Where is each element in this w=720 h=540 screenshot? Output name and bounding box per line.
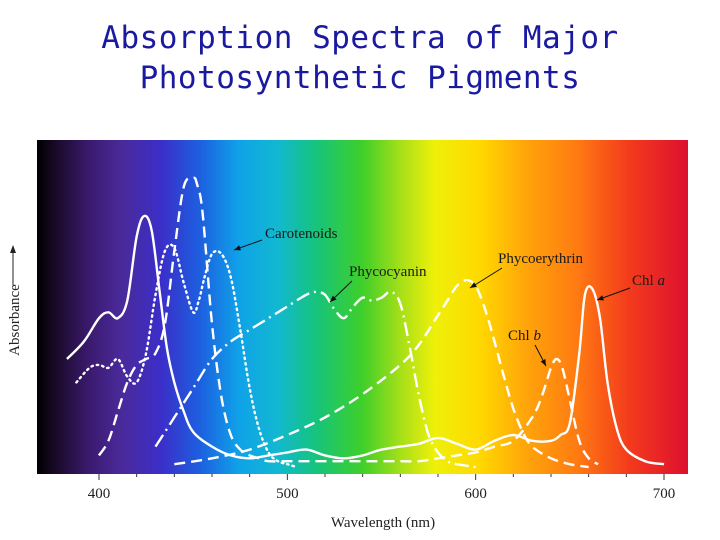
annotation-arrowhead: [470, 282, 477, 288]
annotation-arrowhead: [597, 295, 604, 301]
annotation-chl-b: Chl b: [508, 328, 547, 367]
annotation-phycocyanin: Phycocyanin: [329, 264, 427, 303]
title-line-1: Absorption Spectra of Major: [101, 20, 619, 56]
title-line-2: Photosynthetic Pigments: [139, 60, 581, 96]
annotation-label: Carotenoids: [265, 226, 338, 242]
chart-title: Absorption Spectra of Major Photosynthet…: [0, 18, 720, 98]
x-tick-label: 400: [88, 486, 111, 502]
series-line-chl-b: [98, 176, 599, 466]
annotation-carotenoids: Carotenoids: [233, 226, 338, 251]
annotation-arrowhead: [540, 359, 546, 366]
series-line-chl-a: [66, 214, 665, 466]
annotation-label: Chl a: [632, 273, 665, 289]
x-tick-label: 700: [653, 486, 676, 502]
x-tick-label: 500: [276, 486, 299, 502]
annotation-label: Phycoerythrin: [498, 251, 583, 267]
y-axis-arrow: [10, 245, 16, 285]
series-line-phycocyanin: [154, 290, 476, 469]
spectrum-background: [37, 140, 688, 474]
series-line-carotenoids: [75, 243, 298, 469]
annotation-label: Chl b: [508, 328, 541, 344]
annotation-arrowhead: [234, 245, 241, 251]
annotation-phycoerythrin: Phycoerythrin: [469, 251, 583, 289]
annotation-arrowhead: [330, 295, 337, 302]
series-line-phycoerythrin: [174, 278, 589, 469]
annotation-chl-a: Chl a: [596, 273, 665, 301]
y-axis-label: Absorbance: [7, 284, 23, 356]
x-axis-label: Wavelength (nm): [331, 515, 435, 531]
x-tick-label: 600: [464, 486, 487, 502]
annotation-label: Phycocyanin: [349, 264, 427, 280]
